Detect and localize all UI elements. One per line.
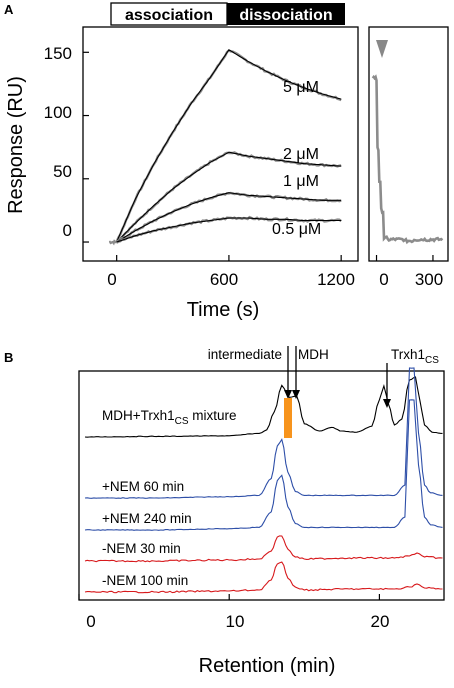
ytick-150: 150 <box>44 44 72 63</box>
panel-a-ticks <box>83 51 434 261</box>
chromatogram-trace-2 <box>84 399 443 531</box>
peak-label-intermediate: intermediate <box>208 347 282 362</box>
arrowhead-mdh-icon <box>292 390 300 399</box>
trace-label-minus-nem30: -NEM 30 min <box>102 541 181 556</box>
panel-a-letter: A <box>4 2 14 17</box>
dissociation-box <box>227 3 345 25</box>
fit-curve-0 <box>116 49 342 243</box>
panel-b-ticks <box>78 594 381 600</box>
xtick-b-20: 20 <box>371 612 390 631</box>
chromatogram-trace-0 <box>84 376 443 438</box>
association-label: association <box>125 7 213 24</box>
ytick-50: 50 <box>53 162 72 181</box>
conc-label-0-5: 0.5 μM <box>272 221 321 238</box>
conc-label-5: 5 μM <box>283 79 319 96</box>
fit-curve-1 <box>116 151 342 243</box>
baseline-raw <box>108 239 118 246</box>
xtick-b-10: 10 <box>226 612 245 631</box>
trace-label-mixture: MDH+Trxh1CS mixture <box>102 408 237 427</box>
ytick-0: 0 <box>63 221 72 240</box>
trace-label-nem60: +NEM 60 min <box>102 479 184 494</box>
x-axis-title-time: Time (s) <box>187 299 260 321</box>
injection-marker-icon <box>376 40 388 58</box>
trace-label-nem240: +NEM 240 min <box>102 511 192 526</box>
inset-trace-0 <box>371 74 444 245</box>
xtick-b-0: 0 <box>86 612 95 631</box>
chromatogram-trace-1 <box>84 367 443 499</box>
sensorgram-frame <box>82 26 359 262</box>
trace-label-minus-nem100: -NEM 100 min <box>102 573 188 588</box>
xtick-inset-0: 0 <box>379 270 388 289</box>
chromatogram-traces <box>84 367 443 594</box>
xtick-600: 600 <box>210 270 238 289</box>
fit-curve-3 <box>116 217 342 243</box>
chromatogram-frame <box>78 370 445 601</box>
chromatogram-trace-4 <box>84 561 443 594</box>
conc-label-2: 2 μM <box>283 146 319 163</box>
ytick-100: 100 <box>44 103 72 122</box>
conc-label-1: 1 μM <box>283 173 319 190</box>
x-axis-title-retention: Retention (min) <box>199 655 336 677</box>
inset-curve <box>371 74 444 245</box>
peak-label-trx: Trxh1CS <box>391 347 439 366</box>
peak-label-mdh: MDH <box>298 347 329 362</box>
xtick-inset-300: 300 <box>415 270 443 289</box>
xtick-1200: 1200 <box>317 270 355 289</box>
intermediate-highlight <box>284 398 292 438</box>
y-axis-title-response: Response (RU) <box>5 76 27 214</box>
arrowhead-trx-icon <box>383 399 391 408</box>
dissociation-label: dissociation <box>239 7 332 24</box>
panel-b-letter: B <box>4 350 13 365</box>
fit-curve-2 <box>116 192 342 243</box>
sensorgram-curves <box>108 49 342 246</box>
chromatogram-trace-3 <box>84 535 443 563</box>
dissociation-frame <box>368 26 449 262</box>
xtick-0: 0 <box>107 270 116 289</box>
